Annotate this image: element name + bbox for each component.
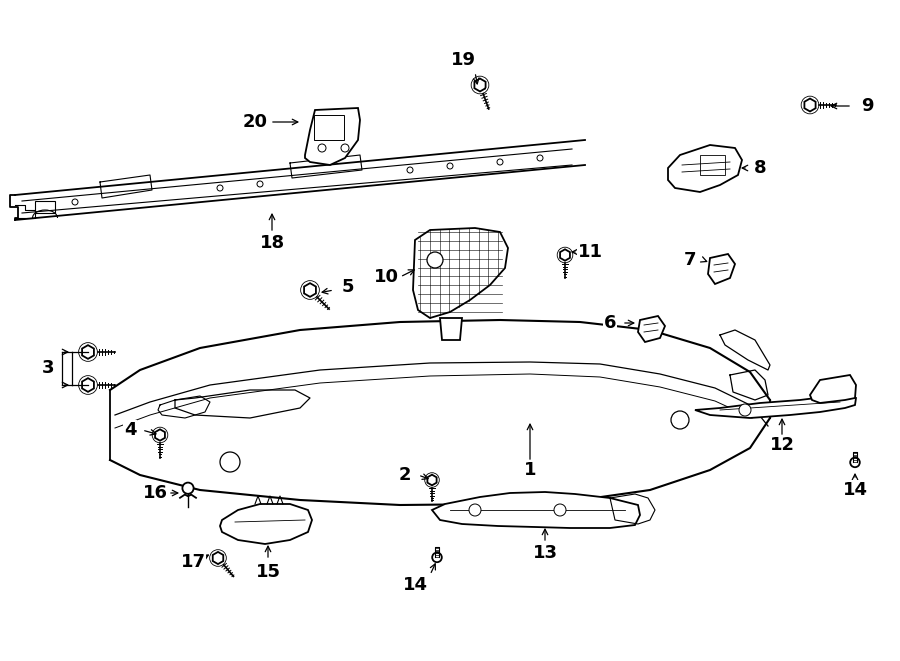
Circle shape	[850, 457, 860, 467]
Polygon shape	[432, 492, 640, 528]
Circle shape	[554, 504, 566, 516]
Text: 13: 13	[533, 544, 557, 562]
Polygon shape	[638, 316, 665, 342]
Polygon shape	[155, 429, 165, 441]
Circle shape	[220, 452, 240, 472]
Text: 18: 18	[259, 234, 284, 252]
Circle shape	[739, 404, 751, 416]
Text: 5: 5	[342, 278, 355, 296]
Text: 1: 1	[524, 461, 536, 479]
Circle shape	[469, 504, 481, 516]
Bar	[314, 115, 344, 140]
Text: 6: 6	[604, 314, 617, 332]
Text: 14: 14	[402, 576, 428, 594]
Bar	[35, 201, 55, 213]
Circle shape	[432, 553, 442, 563]
Text: 14: 14	[842, 481, 868, 499]
Text: 7: 7	[684, 251, 697, 269]
Circle shape	[537, 155, 543, 161]
Polygon shape	[560, 249, 570, 260]
Text: 11: 11	[578, 243, 602, 261]
Text: 2: 2	[399, 466, 411, 484]
Text: 19: 19	[451, 51, 475, 69]
Polygon shape	[305, 108, 360, 165]
Circle shape	[72, 199, 78, 205]
Circle shape	[497, 159, 503, 165]
Circle shape	[447, 163, 453, 169]
Circle shape	[217, 185, 223, 191]
Polygon shape	[220, 504, 312, 544]
Circle shape	[341, 144, 349, 152]
Polygon shape	[708, 254, 735, 284]
Polygon shape	[668, 145, 742, 192]
Text: 16: 16	[142, 484, 167, 502]
Text: 9: 9	[860, 97, 873, 115]
Text: 20: 20	[242, 113, 267, 131]
Text: 15: 15	[256, 563, 281, 581]
Polygon shape	[413, 228, 508, 318]
Polygon shape	[304, 283, 316, 297]
Text: 10: 10	[374, 268, 399, 286]
Bar	[700, 155, 725, 175]
Polygon shape	[440, 318, 462, 340]
Polygon shape	[805, 98, 815, 112]
Polygon shape	[695, 395, 856, 418]
Text: 12: 12	[770, 436, 795, 454]
Polygon shape	[428, 475, 436, 485]
Text: 4: 4	[124, 421, 136, 439]
Text: 3: 3	[41, 359, 54, 377]
Polygon shape	[82, 345, 94, 359]
Circle shape	[183, 483, 194, 494]
Circle shape	[671, 411, 689, 429]
Polygon shape	[810, 375, 856, 403]
Text: 17: 17	[181, 553, 205, 571]
Circle shape	[407, 167, 413, 173]
Circle shape	[257, 181, 263, 187]
Polygon shape	[82, 378, 94, 392]
Circle shape	[427, 252, 443, 268]
Text: 8: 8	[753, 159, 766, 177]
Circle shape	[318, 144, 326, 152]
Polygon shape	[474, 79, 486, 91]
Polygon shape	[212, 552, 223, 564]
